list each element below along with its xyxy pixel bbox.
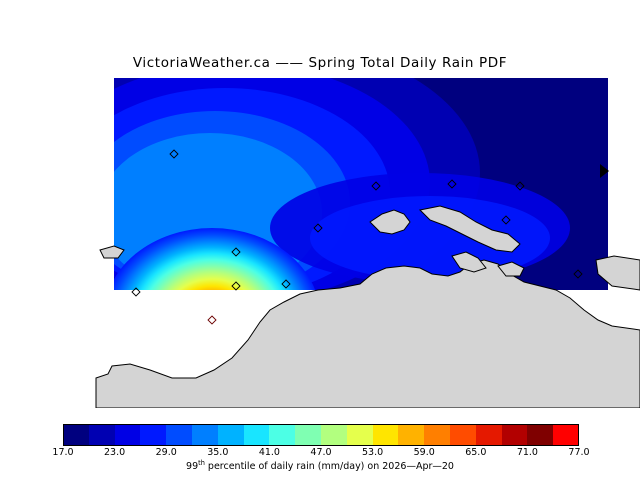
- colorbar-tick-label: 29.0: [155, 447, 177, 458]
- colorbar-tick-label: 35.0: [207, 447, 229, 458]
- colorbar-tick-label: 65.0: [465, 447, 487, 458]
- colorbar-swatch: [475, 424, 503, 446]
- colorbar-swatch: [63, 424, 90, 446]
- colorbar-tick-label: 77.0: [568, 447, 590, 458]
- colorbar-swatch: [88, 424, 116, 446]
- colorbar-swatch: [346, 424, 374, 446]
- colorbar-swatch: [192, 424, 219, 446]
- colorbar-swatch: [398, 424, 425, 446]
- colorbar-swatch: [269, 424, 296, 446]
- map-canvas[interactable]: [0, 78, 640, 408]
- colorbar-swatch: [140, 424, 167, 446]
- colorbar-swatch: [527, 424, 554, 446]
- colorbar-tick-label: 23.0: [104, 447, 126, 458]
- colorbar-caption: 99th percentile of daily rain (mm/day) o…: [0, 459, 640, 472]
- colorbar-tick-label: 41.0: [258, 447, 280, 458]
- colorbar-swatch: [217, 424, 245, 446]
- colorbar-swatch: [166, 424, 193, 446]
- caption-rest: percentile of daily rain (mm/day) on 202…: [204, 461, 454, 473]
- colorbar-swatch: [553, 424, 580, 446]
- colorbar-tick-label: 59.0: [413, 447, 435, 458]
- colorbar-tick-label: 53.0: [362, 447, 384, 458]
- colorbar-tick-label: 47.0: [310, 447, 332, 458]
- colorbar-tick-label: 17.0: [52, 447, 74, 458]
- caption-prefix: 99: [186, 461, 199, 473]
- colorbar-swatch: [295, 424, 322, 446]
- colorbar[interactable]: [63, 424, 580, 446]
- colorbar-swatch: [501, 424, 528, 446]
- colorbar-swatch: [243, 424, 270, 446]
- land-polygons: [95, 205, 640, 408]
- colorbar-swatch: [321, 424, 348, 446]
- colorbar-swatch: [450, 424, 477, 446]
- caption-superscript: th: [198, 459, 205, 467]
- colorbar-swatch: [372, 424, 399, 446]
- colorbar-tick-label: 71.0: [516, 447, 538, 458]
- pan-right-arrow-icon[interactable]: [600, 164, 609, 178]
- map-svg: [95, 78, 640, 408]
- station-markers: [131, 149, 583, 325]
- colorbar-swatch: [424, 424, 451, 446]
- colorbar-swatch: [114, 424, 141, 446]
- page-title: VictoriaWeather.ca —— Spring Total Daily…: [132, 55, 508, 71]
- rain-contour-field: [114, 78, 608, 290]
